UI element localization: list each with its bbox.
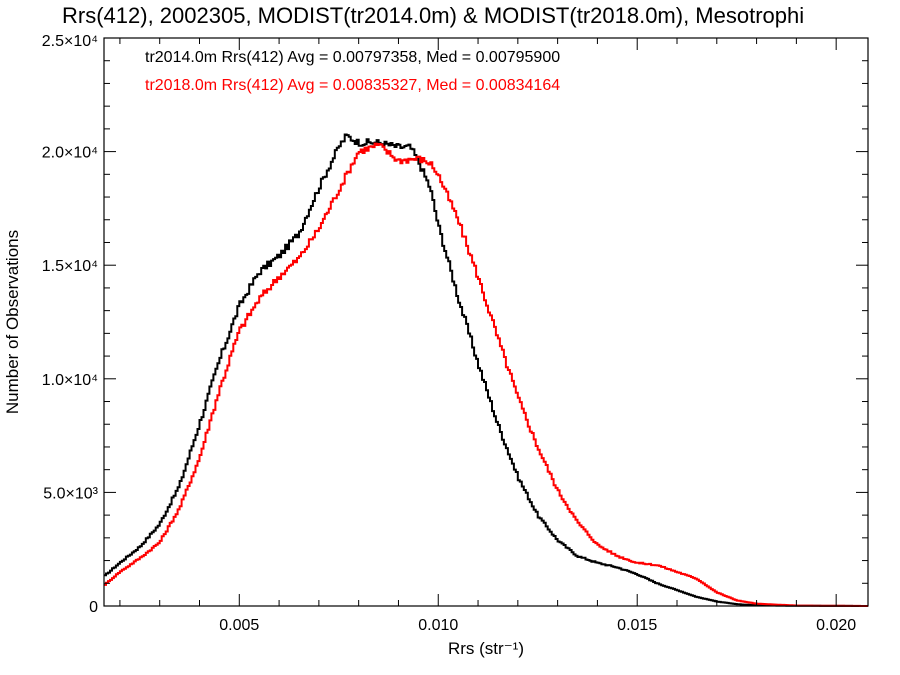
legend-entry-tr2014: tr2014.0m Rrs(412) Avg = 0.00797358, Med… bbox=[145, 49, 560, 66]
y-tick-label: 2.5×10⁴ bbox=[42, 33, 98, 50]
series-line-tr2014.0m bbox=[104, 133, 868, 607]
legend-entry-tr2018: tr2018.0m Rrs(412) Avg = 0.00835327, Med… bbox=[145, 77, 560, 94]
series-layer bbox=[104, 133, 868, 607]
y-tick-label: 0 bbox=[89, 599, 98, 616]
x-tick-label: 0.005 bbox=[219, 617, 259, 634]
y-tick-label: 2.0×10⁴ bbox=[42, 145, 98, 162]
x-axis-label: Rrs (str⁻¹) bbox=[448, 639, 524, 658]
y-tick-label: 1.5×10⁴ bbox=[42, 258, 98, 275]
ticks-layer: 0.005 0.010 0.015 0.020 0 5.0×10³ 1.0×10⁴ 1.5×1… bbox=[42, 33, 868, 634]
chart-title: Rrs(412), 2002305, MODIST(tr2014.0m) & M… bbox=[62, 3, 804, 28]
y-tick-label: 1.0×10⁴ bbox=[42, 372, 98, 389]
y-tick-label: 5.0×10³ bbox=[43, 485, 98, 502]
series-line-tr2018.0m bbox=[104, 142, 868, 607]
x-tick-label: 0.010 bbox=[418, 617, 458, 634]
x-tick-label: 0.015 bbox=[617, 617, 657, 634]
plot-frame bbox=[103, 37, 869, 607]
x-tick-label: 0.020 bbox=[816, 617, 856, 634]
y-axis-label: Number of Observations bbox=[3, 230, 22, 414]
